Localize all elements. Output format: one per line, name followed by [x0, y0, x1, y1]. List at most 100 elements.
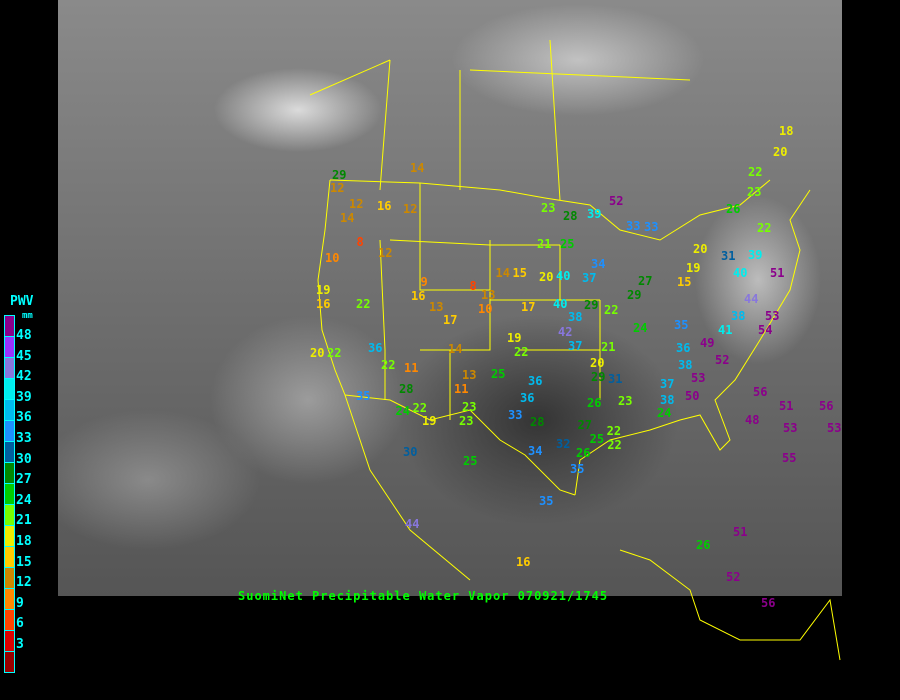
- legend-swatch: [4, 420, 15, 441]
- station-pwv-label: 10: [478, 301, 493, 316]
- station-pwv-label: 12: [378, 245, 393, 260]
- station-pwv-label: 15: [512, 265, 527, 280]
- station-pwv-label: 15: [677, 275, 692, 289]
- station-pwv-label: 35: [356, 388, 371, 403]
- station-pwv-label: 29: [627, 288, 642, 302]
- legend-swatch: [4, 609, 15, 630]
- station-pwv-label: 22: [327, 345, 342, 360]
- station-pwv-label: 36: [528, 373, 543, 388]
- station-pwv-label: 22: [412, 400, 427, 415]
- station-pwv-label: 19: [507, 330, 522, 345]
- station-pwv-label: 52: [609, 193, 624, 208]
- station-pwv-label: 53: [691, 370, 706, 385]
- legend-tick: 3: [16, 637, 24, 652]
- station-pwv-label: 49: [700, 335, 715, 350]
- station-pwv-label: 29: [584, 297, 599, 312]
- station-pwv-label: 8: [469, 278, 477, 293]
- station-pwv-label: 22: [381, 357, 396, 372]
- station-pwv-label: 14: [340, 211, 355, 225]
- legend-tick: 42: [16, 369, 32, 385]
- legend-tick: 6: [16, 616, 24, 632]
- station-pwv-label: 26: [587, 395, 602, 410]
- station-pwv-label: 39: [587, 206, 602, 221]
- station-pwv-label: 22: [606, 423, 622, 438]
- station-pwv-label: 52: [715, 352, 730, 367]
- station-pwv-label: 51: [779, 398, 794, 413]
- station-pwv-label: 14: [448, 341, 463, 356]
- station-pwv-label: 20: [590, 356, 605, 370]
- station-pwv-label: 26: [576, 445, 591, 460]
- station-pwv-label: 36: [368, 340, 383, 355]
- station-pwv-label: 33: [644, 219, 659, 234]
- station-pwv-label: 13: [462, 367, 477, 382]
- station-pwv-label: 14: [410, 160, 425, 175]
- station-pwv-label: 23: [459, 413, 474, 428]
- station-pwv-label: 19: [316, 283, 331, 297]
- station-pwv-label: 25: [589, 432, 605, 446]
- legend-title: PWV: [10, 294, 34, 309]
- station-pwv-label: 33: [626, 218, 641, 233]
- station-pwv-label: 53: [827, 420, 842, 435]
- legend-tick: 15: [16, 554, 32, 570]
- station-pwv-label: 11: [404, 360, 419, 375]
- station-pwv-label: 54: [758, 322, 773, 337]
- legend-swatch: [4, 630, 15, 651]
- legend-swatch: [4, 462, 15, 483]
- legend-tick: 9: [16, 595, 24, 611]
- station-pwv-label: 25: [463, 453, 478, 468]
- legend-tick: 33: [16, 431, 32, 446]
- station-pwv-label: 37: [660, 376, 675, 391]
- legend-tick: 21: [16, 513, 32, 529]
- station-pwv-label: 50: [685, 388, 700, 403]
- station-pwv-label: 36: [520, 390, 535, 405]
- station-pwv-label: 37: [582, 270, 597, 285]
- station-pwv-label: 26: [726, 201, 741, 216]
- station-pwv-label: 28: [563, 208, 578, 223]
- legend-swatch: [4, 378, 15, 399]
- station-pwv-label: 29: [332, 167, 347, 182]
- station-pwv-label: 24: [657, 405, 672, 420]
- station-pwv-label: 36: [676, 340, 691, 355]
- station-pwv-label: 55: [782, 450, 797, 465]
- legend-tick: 36: [16, 410, 32, 426]
- station-pwv-label: 26: [696, 537, 711, 552]
- station-pwv-label: 38: [660, 392, 675, 407]
- station-pwv-label: 44: [744, 291, 759, 306]
- legend-swatch: [4, 441, 15, 462]
- legend-tick: 30: [16, 451, 32, 467]
- legend-tick: 45: [16, 348, 32, 364]
- station-pwv-label: 16: [377, 198, 392, 213]
- station-pwv-label: 51: [733, 524, 748, 539]
- legend-tick: 27: [16, 472, 32, 488]
- station-pwv-label: 22: [757, 220, 772, 235]
- gulf-coast: [574, 189, 811, 496]
- legend-tick: 39: [16, 389, 32, 405]
- legend-swatch: [4, 546, 15, 567]
- legend-tick: 18: [16, 534, 32, 549]
- station-pwv-label: 22: [604, 302, 619, 317]
- state-lines: [309, 39, 691, 420]
- station-pwv-label: 29: [591, 370, 606, 384]
- station-pwv-label: 23: [618, 393, 633, 408]
- station-pwv-label: 40: [556, 268, 571, 283]
- legend-swatch: [4, 336, 15, 357]
- station-pwv-label: 13: [481, 287, 496, 302]
- station-pwv-label: 38: [568, 309, 583, 324]
- color-legend: [4, 315, 15, 673]
- station-pwv-label: 12: [349, 197, 364, 211]
- station-pwv-label: 28: [399, 381, 414, 396]
- station-pwv-label: 25: [491, 366, 506, 381]
- station-pwv-label: 20: [773, 144, 788, 159]
- station-pwv-label: 17: [443, 312, 458, 327]
- legend-swatch: [4, 357, 15, 378]
- station-pwv-label: 22: [748, 164, 763, 179]
- legend-swatch: [4, 399, 15, 420]
- station-pwv-label: 53: [783, 420, 798, 435]
- station-pwv-label: 22: [607, 437, 622, 452]
- station-pwv-label: 40: [553, 296, 568, 311]
- station-pwv-label: 27: [577, 418, 592, 432]
- station-pwv-label: 27: [638, 274, 653, 288]
- station-pwv-label: 14: [495, 265, 510, 280]
